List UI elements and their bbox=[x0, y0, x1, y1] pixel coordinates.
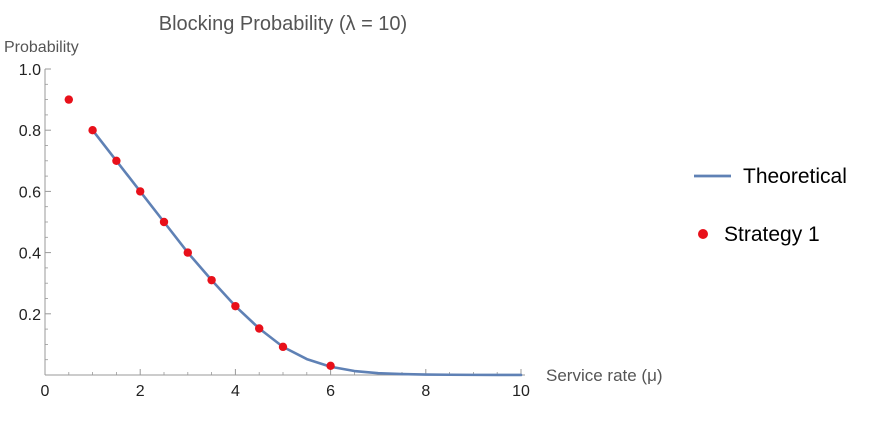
theoretical-line bbox=[91, 128, 523, 377]
strategy-1-point bbox=[255, 324, 264, 333]
legend-dot-swatch bbox=[698, 229, 708, 239]
y-axis-label: Probability bbox=[4, 39, 79, 56]
x-tick-label: 6 bbox=[326, 383, 335, 400]
legend: Theoretical Strategy 1 bbox=[694, 165, 847, 246]
x-tick-label: 0 bbox=[41, 383, 50, 400]
ticks: 0 2 4 6 8 10 0.2 0.4 0.6 0.8 1.0 bbox=[19, 62, 530, 400]
strategy-1-point bbox=[326, 361, 335, 371]
strategy-1-point bbox=[278, 342, 288, 352]
x-axis-label: Service rate (μ) bbox=[546, 366, 663, 385]
strategy-1-point bbox=[231, 301, 240, 311]
y-tick-label: 0.6 bbox=[19, 184, 41, 201]
x-tick-label: 4 bbox=[231, 383, 240, 400]
legend-label-strategy-1: Strategy 1 bbox=[724, 223, 820, 246]
y-tick-label: 0.8 bbox=[19, 123, 41, 140]
series-layer bbox=[64, 95, 523, 377]
x-tick-label: 8 bbox=[421, 383, 430, 400]
x-tick-label: 2 bbox=[136, 383, 145, 400]
y-tick-label: 0.4 bbox=[19, 246, 41, 263]
y-tick-label: 0.2 bbox=[19, 307, 41, 324]
strategy-1-point bbox=[64, 95, 74, 104]
y-tick-label: 1.0 bbox=[19, 62, 41, 79]
chart-title: Blocking Probability (λ = 10) bbox=[159, 13, 407, 35]
strategy-1-point bbox=[159, 217, 169, 227]
strategy-1-point bbox=[136, 187, 145, 196]
axes bbox=[44, 69, 525, 376]
strategy-1-point bbox=[88, 126, 97, 135]
strategy-1-point bbox=[183, 248, 192, 257]
x-tick-label: 10 bbox=[512, 383, 530, 400]
strategy-1-point bbox=[112, 156, 121, 165]
legend-label-theoretical: Theoretical bbox=[743, 165, 847, 188]
strategy-1-point bbox=[207, 275, 216, 285]
